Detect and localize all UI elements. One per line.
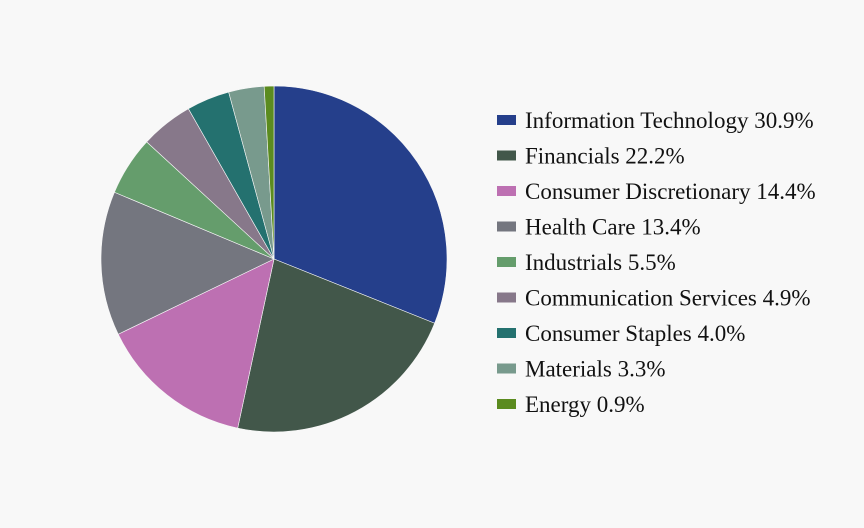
legend-category: Materials (525, 357, 612, 382)
pie-slice-consumer-discretionary (117, 258, 275, 429)
legend-swatch (497, 221, 516, 232)
legend-swatch (497, 150, 516, 161)
legend-label: Health Care 13.4% (525, 215, 701, 240)
legend-item: Energy 0.9% (497, 392, 645, 417)
legend-value: 5.5% (622, 250, 676, 275)
legend-category: Energy (525, 392, 592, 417)
legend-swatch (497, 186, 516, 196)
legend-item: Financials 22.2% (497, 144, 685, 169)
pie-slice-health-care (100, 191, 275, 335)
legend-label: Consumer Staples 4.0% (525, 321, 745, 346)
legend-label: Industrials 5.5% (525, 250, 676, 275)
legend: Information Technology 30.9% Financials 2… (497, 108, 816, 417)
legend-item: Consumer Staples 4.0% (497, 321, 745, 346)
legend-value: 4.0% (692, 321, 746, 346)
legend-value: 4.9% (757, 286, 811, 311)
pie-slice-information-technology (273, 85, 448, 324)
legend-label: Communication Services 4.9% (525, 286, 811, 311)
legend-swatch (497, 257, 516, 267)
legend-label: Consumer Discretionary 14.4% (525, 179, 816, 204)
pie-slices (100, 85, 448, 433)
legend-value: 3.3% (612, 357, 666, 382)
legend-category: Financials (525, 144, 620, 169)
legend-value: 22.2% (620, 144, 685, 169)
pie-slice-financials (237, 258, 436, 433)
legend-category: Information Technology (525, 108, 749, 133)
legend-label: Financials 22.2% (525, 144, 685, 169)
legend-value: 13.4% (635, 215, 700, 240)
legend-item: Materials 3.3% (497, 357, 666, 382)
legend-label: Information Technology 30.9% (525, 108, 814, 133)
legend-category: Health Care (525, 215, 635, 240)
legend-category: Industrials (525, 250, 622, 275)
legend-item: Communication Services 4.9% (497, 286, 811, 311)
legend-value: 14.4% (750, 179, 815, 204)
legend-item: Information Technology 30.9% (497, 108, 814, 133)
legend-swatch (497, 363, 516, 374)
legend-label: Materials 3.3% (525, 357, 666, 382)
legend-value: 0.9% (591, 392, 645, 417)
legend-item: Consumer Discretionary 14.4% (497, 179, 816, 204)
legend-swatch (497, 399, 516, 409)
legend-swatch (497, 115, 516, 125)
legend-item: Industrials 5.5% (497, 250, 676, 275)
legend-item: Health Care 13.4% (497, 215, 701, 240)
legend-category: Communication Services (525, 286, 757, 311)
pie-slice-energy (263, 85, 275, 260)
legend-category: Consumer Staples (525, 321, 692, 346)
legend-swatch (497, 328, 516, 338)
legend-swatch (497, 292, 516, 303)
legend-label: Energy 0.9% (525, 392, 645, 417)
legend-value: 30.9% (748, 108, 813, 133)
legend-category: Consumer Discretionary (525, 179, 751, 204)
